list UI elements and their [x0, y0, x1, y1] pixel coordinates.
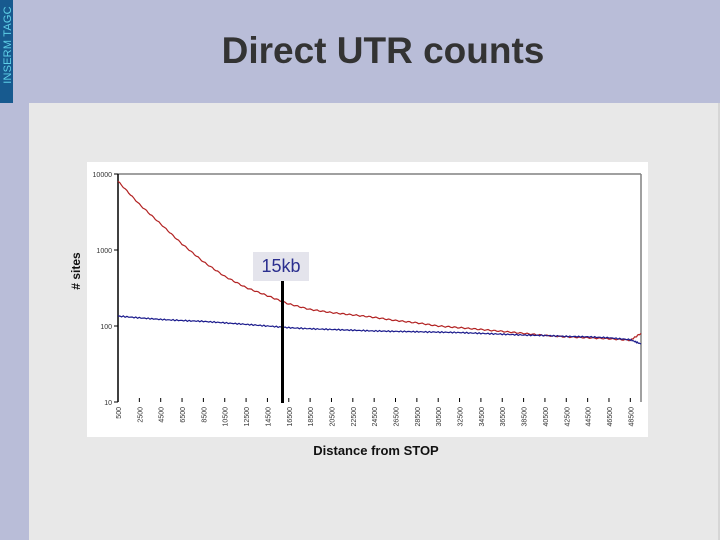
x-tick-label: 10500: [223, 407, 230, 427]
slide-title: Direct UTR counts: [221, 30, 545, 71]
x-tick-label: 34500: [479, 407, 486, 427]
x-tick-label: 2500: [137, 407, 144, 423]
x-tick-label: 26500: [394, 407, 401, 427]
x-tick-label: 22500: [351, 407, 358, 427]
y-tick-label: 100: [100, 324, 112, 331]
x-tick-label: 28500: [415, 407, 422, 427]
annotation-marker-line: [281, 281, 284, 403]
sidebar-label: INSERM TAGC: [2, 6, 14, 84]
x-tick-label: 40500: [543, 407, 550, 427]
x-tick-label: 20500: [329, 407, 336, 427]
y-tick-label: 1000: [96, 248, 112, 255]
x-tick-label: 16500: [287, 407, 294, 427]
x-tick-label: 44500: [586, 407, 593, 427]
y-tick-label: 10000: [93, 172, 113, 179]
chart-area: 10000 1000 100 10 500 2500 4500 6500 8500 10500 12…: [87, 162, 648, 437]
x-tick-label: 30500: [436, 407, 443, 427]
y-axis-label: # sites: [69, 252, 83, 290]
series-line-red: [117, 180, 642, 342]
x-axis-label: Distance from STOP: [313, 443, 439, 458]
x-tick-label: 48500: [628, 407, 635, 427]
x-tick-label: 12500: [244, 407, 251, 427]
y-tick-label: 10: [104, 400, 112, 407]
x-tick-label: 24500: [372, 407, 379, 427]
x-tick-label: 42500: [564, 407, 571, 427]
x-tick-label: 46500: [607, 407, 614, 427]
x-tick-label: 6500: [180, 407, 187, 423]
x-tick-label: 36500: [500, 407, 507, 427]
x-tick-label: 500: [116, 407, 123, 419]
x-tick-label: 14500: [265, 407, 272, 427]
x-tick-label: 38500: [522, 407, 529, 427]
x-tick-label: 8500: [201, 407, 208, 423]
series-line-blue: [117, 315, 642, 345]
annotation-label: 15kb: [253, 252, 309, 281]
x-tick-label: 4500: [159, 407, 166, 423]
x-tick-label: 32500: [458, 407, 465, 427]
sidebar-strip: INSERM TAGC: [0, 0, 14, 103]
x-tick-label: 18500: [308, 407, 315, 427]
